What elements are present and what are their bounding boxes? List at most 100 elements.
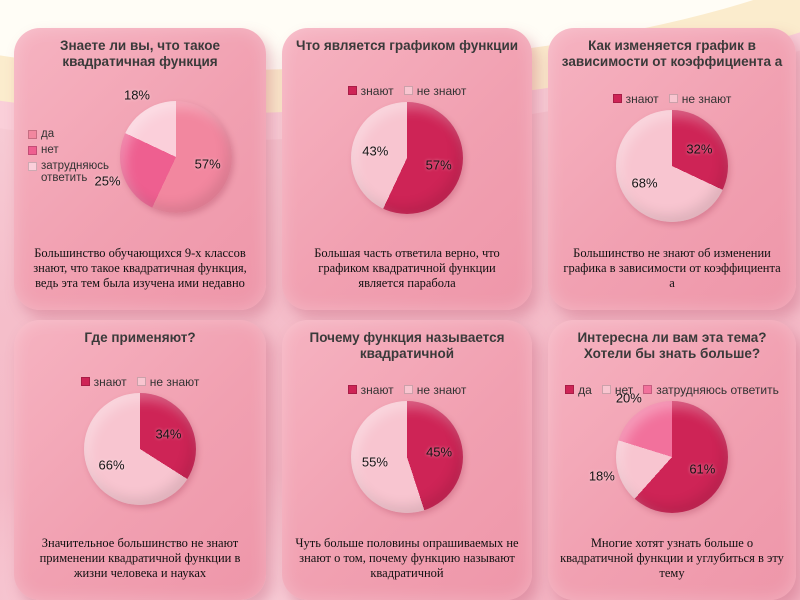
chart-panel-why-called-quadratic: Почему функция называется квадратичной з… bbox=[282, 320, 532, 600]
legend-swatch bbox=[565, 385, 575, 395]
slice-value-label: 18% bbox=[123, 87, 150, 103]
legend-label: не знают bbox=[416, 84, 467, 99]
legend-label: знают bbox=[360, 84, 394, 99]
legend-label: затрудняюсь ответить bbox=[656, 383, 779, 398]
chart-area: знают не знают 57% 43% bbox=[294, 56, 520, 242]
legend-item: затрудняюсь ответить bbox=[28, 160, 114, 185]
legend-item: затрудняюсь ответить bbox=[643, 383, 779, 397]
panel-title: Где применяют? bbox=[84, 330, 196, 345]
panel-caption: Значительное большинство не знают примен… bbox=[39, 536, 241, 580]
panel-caption: Большая часть ответила верно, что график… bbox=[314, 246, 500, 290]
legend-item: да bbox=[28, 128, 54, 141]
chart-legend: знают не знают bbox=[347, 84, 467, 99]
panel-caption: Многие хотят узнать больше о квадратично… bbox=[560, 536, 784, 580]
pie-chart: 57% 43% bbox=[351, 102, 463, 215]
legend-label: затрудняюсь ответить bbox=[41, 159, 109, 185]
pie-wrap: 34% 66% bbox=[84, 393, 196, 506]
chart-area: знают не знают 45% 55% bbox=[294, 363, 520, 532]
legend-label: не знают bbox=[149, 375, 200, 390]
slice-value-label: 57% bbox=[425, 157, 452, 173]
legend-swatch bbox=[612, 94, 622, 104]
slice-value-label: 32% bbox=[686, 141, 713, 157]
slice-value-label: 20% bbox=[615, 390, 642, 406]
legend-swatch bbox=[136, 377, 146, 387]
chart-legend: да нет затрудняюсь ответить bbox=[565, 383, 779, 397]
pie-chart: 57% 25% 18% bbox=[95, 88, 232, 213]
legend-item: нет bbox=[601, 383, 634, 398]
chart-legend: да нет затрудняюсь ответить bbox=[28, 128, 114, 185]
chart-panel-know-quadratic: Знаете ли вы, что такое квадратичная фун… bbox=[14, 28, 266, 310]
chart-panel-graph-of-function: Что является графиком функции знают не зн… bbox=[282, 28, 532, 310]
slice-value-label: 43% bbox=[362, 143, 389, 159]
chart-area: знают не знают 32% 68% bbox=[560, 71, 784, 242]
panel-title: Интересна ли вам эта тема? Хотели бы зна… bbox=[577, 330, 767, 361]
legend-item: знают bbox=[80, 375, 127, 390]
legend-swatch bbox=[347, 86, 357, 96]
legend-item: знают bbox=[347, 383, 394, 398]
legend-item: знают bbox=[347, 84, 394, 99]
legend-label: не знают bbox=[416, 383, 467, 398]
legend-label: знают bbox=[360, 383, 394, 398]
slice-value-label: 68% bbox=[631, 175, 658, 191]
slice-value-label: 18% bbox=[588, 468, 615, 484]
pie-wrap: 61% 18% 20% bbox=[589, 391, 728, 514]
legend-swatch bbox=[643, 385, 653, 395]
legend-label: не знают bbox=[681, 92, 732, 107]
chart-area: знают не знают 34% 66% bbox=[26, 348, 254, 532]
panel-caption: Большинство не знают об изменении график… bbox=[563, 246, 781, 290]
legend-item: да bbox=[565, 383, 592, 397]
panels-grid: Знаете ли вы, что такое квадратичная фун… bbox=[14, 28, 796, 600]
legend-label: нет bbox=[614, 383, 634, 398]
panel-title: Почему функция называется квадратичной bbox=[309, 330, 505, 361]
legend-swatch bbox=[403, 385, 413, 395]
legend-item: не знают bbox=[403, 84, 467, 99]
pie-wrap: 57% 43% bbox=[351, 102, 463, 215]
chart-legend: знают не знают bbox=[347, 383, 467, 398]
slice-value-label: 45% bbox=[426, 444, 453, 460]
pie-wrap: 32% 68% bbox=[616, 110, 728, 223]
legend-swatch bbox=[80, 377, 90, 387]
legend-swatch bbox=[28, 145, 37, 155]
legend-item: знают bbox=[612, 92, 659, 107]
legend-item: нет bbox=[28, 144, 59, 157]
chart-legend: знают не знают bbox=[612, 92, 732, 107]
legend-label: знают bbox=[93, 375, 127, 390]
legend-item: не знают bbox=[403, 383, 467, 398]
slice-value-label: 55% bbox=[361, 454, 388, 470]
legend-label: да bbox=[41, 128, 55, 141]
legend-label: знают bbox=[625, 92, 659, 107]
slice-value-label: 66% bbox=[98, 457, 125, 473]
legend-swatch bbox=[668, 94, 678, 104]
panel-title: Как изменяется график в зависимости от к… bbox=[561, 38, 783, 69]
legend-swatch bbox=[347, 385, 357, 395]
pie-wrap: 45% 55% bbox=[351, 401, 463, 514]
panel-title: Что является графиком функции bbox=[295, 38, 519, 53]
legend-swatch bbox=[601, 385, 611, 395]
panel-caption: Чуть больше половины опрашиваемых не зна… bbox=[295, 536, 519, 580]
chart-legend: знают не знают bbox=[80, 375, 200, 390]
slice-value-label: 57% bbox=[194, 156, 221, 172]
slice-value-label: 25% bbox=[94, 173, 121, 189]
panel-title: Знаете ли вы, что такое квадратичная фун… bbox=[60, 38, 220, 69]
chart-area: да нет затрудняюсь ответить 61% 18% 20% bbox=[560, 363, 784, 532]
slice-value-label: 61% bbox=[689, 461, 716, 477]
legend-swatch bbox=[28, 130, 37, 140]
panel-caption: Большинство обучающихся 9-х классов знаю… bbox=[33, 246, 247, 290]
legend-label: да bbox=[578, 383, 592, 398]
chart-panel-interested-in-topic: Интересна ли вам эта тема? Хотели бы зна… bbox=[548, 320, 796, 600]
legend-swatch bbox=[403, 86, 413, 96]
legend-swatch bbox=[28, 161, 37, 171]
pie-chart: 45% 55% bbox=[351, 401, 463, 514]
chart-panel-coefficient-a: Как изменяется график в зависимости от к… bbox=[548, 28, 796, 310]
chart-panel-where-applied: Где применяют? знают не знают 34% 66% Знач… bbox=[14, 320, 266, 600]
legend-item: не знают bbox=[668, 92, 732, 107]
pie-chart: 32% 68% bbox=[616, 110, 728, 223]
legend-item: не знают bbox=[136, 375, 200, 390]
legend-label: нет bbox=[41, 143, 59, 156]
pie-wrap: 57% 25% 18% bbox=[95, 88, 232, 213]
pie-chart: 61% 18% 20% bbox=[589, 391, 728, 514]
chart-area: да нет затрудняюсь ответить 57% 25% 18% bbox=[26, 71, 254, 242]
pie-chart: 34% 66% bbox=[84, 393, 196, 506]
slice-value-label: 34% bbox=[155, 426, 182, 442]
